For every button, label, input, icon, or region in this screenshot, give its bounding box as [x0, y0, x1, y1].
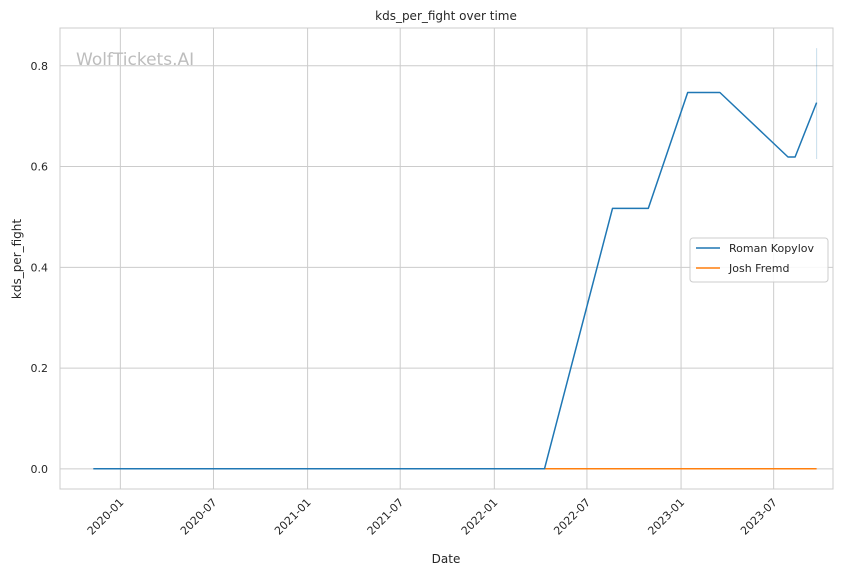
y-tick-label: 0.6 — [31, 161, 49, 174]
chart-title: kds_per_fight over time — [375, 9, 517, 23]
plot-frame — [59, 27, 834, 490]
watermark: WolfTickets.AI — [76, 50, 194, 70]
legend-label-roman-kopylov: Roman Kopylov — [729, 242, 814, 255]
y-tick-label: 0.2 — [31, 362, 49, 375]
y-tick-label: 0.0 — [31, 463, 49, 476]
y-tick-label: 0.4 — [31, 261, 49, 274]
y-axis-title: kds_per_fight — [10, 219, 24, 300]
x-axis-title: Date — [432, 552, 461, 566]
legend: Roman Kopylov Josh Fremd — [689, 237, 829, 283]
y-tick-labels: 0.0 0.2 0.4 0.6 0.8 — [31, 60, 49, 476]
y-tick-label: 0.8 — [31, 60, 49, 73]
legend-box — [689, 237, 829, 283]
series-layer — [93, 48, 818, 470]
legend-label-josh-fremd: Josh Fremd — [728, 262, 789, 275]
series-line-roman-kopylov — [93, 91, 818, 470]
